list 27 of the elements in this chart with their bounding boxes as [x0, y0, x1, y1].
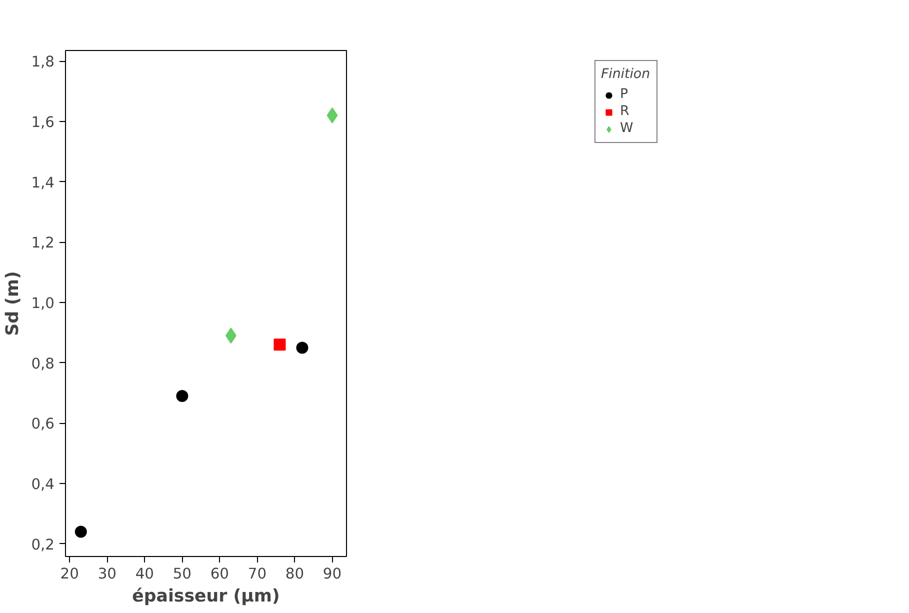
y-tick-label: 0,6	[31, 416, 55, 433]
x-tick-label: 90	[322, 566, 342, 582]
point	[296, 342, 308, 354]
legend-label: R	[620, 104, 630, 119]
x-tick-label: 50	[172, 566, 192, 582]
y-tick-label: 0,8	[31, 355, 55, 372]
legend-label: W	[620, 121, 634, 136]
x-tick-label: 40	[135, 566, 154, 582]
legend-title: Finition	[600, 67, 650, 82]
x-tick-label: 30	[98, 566, 116, 582]
x-tick-label: 80	[285, 566, 304, 582]
y-tick-label: 0,4	[31, 476, 55, 493]
x-axis-title: épaisseur (µm)	[132, 586, 280, 606]
y-tick-label: 1,4	[31, 174, 55, 192]
y-tick-label: 0,2	[31, 536, 55, 554]
point	[274, 338, 286, 351]
x-tick-label: 60	[210, 566, 230, 582]
x-tick-label: 70	[248, 566, 267, 582]
y-tick-label: 1,6	[31, 114, 55, 131]
y-tick-label: 1,8	[31, 54, 55, 71]
y-axis-title: Sd (m)	[3, 271, 24, 336]
y-tick-label: 1,0	[31, 294, 55, 312]
point	[74, 526, 87, 538]
point	[176, 390, 188, 402]
y-tick-label: 1,2	[31, 234, 55, 252]
x-tick-label: 20	[60, 566, 79, 582]
legend-label: P	[620, 87, 630, 102]
